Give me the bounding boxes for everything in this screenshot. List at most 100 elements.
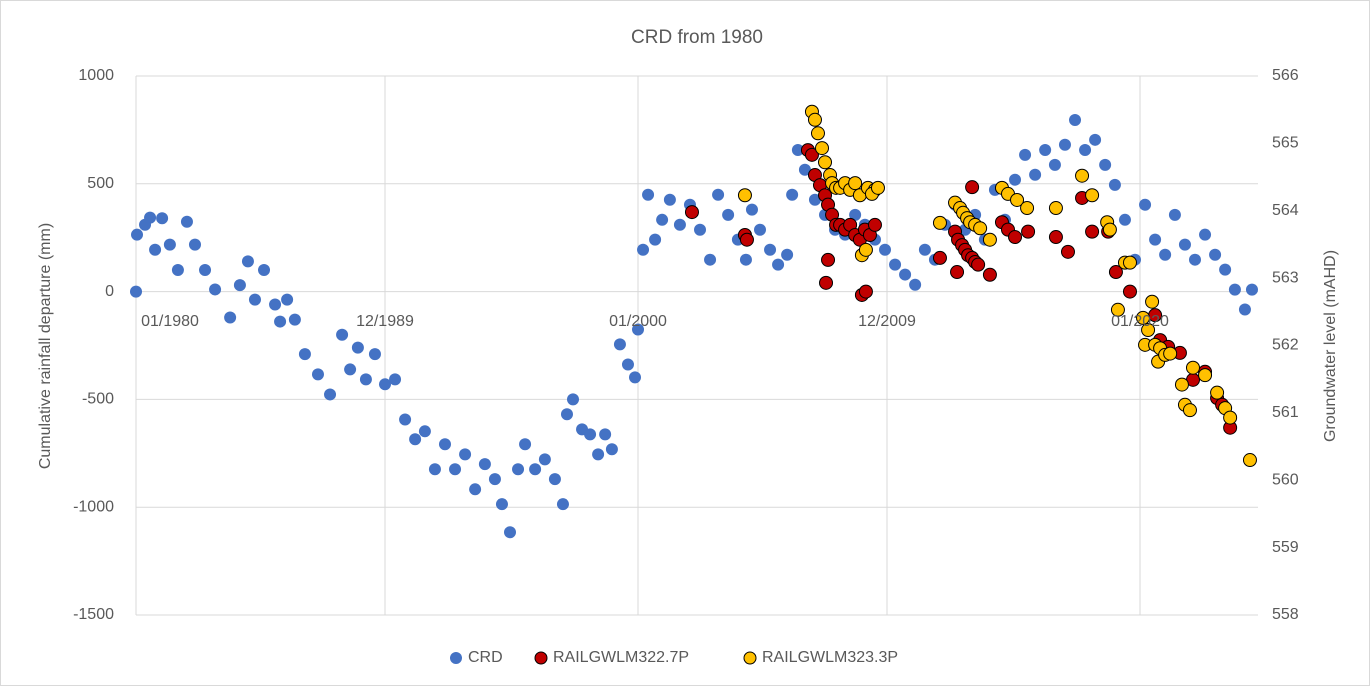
point [1228, 283, 1241, 296]
point [449, 463, 462, 476]
y-tick-label: -500 [82, 391, 114, 408]
y2-tick-label: 565 [1272, 135, 1299, 152]
point [548, 473, 561, 486]
point [368, 348, 381, 361]
point [791, 143, 804, 156]
point [899, 268, 912, 281]
point [469, 483, 482, 496]
point [1209, 248, 1222, 261]
point [1118, 213, 1131, 226]
point [1219, 263, 1232, 276]
point [248, 293, 261, 306]
point [556, 498, 569, 511]
point [819, 275, 834, 290]
point [1174, 377, 1189, 392]
point [656, 213, 669, 226]
point [224, 311, 237, 324]
point [188, 238, 201, 251]
chart-title: CRD from 1980 [631, 27, 763, 48]
point [258, 264, 271, 277]
point [311, 368, 324, 381]
point [982, 232, 997, 247]
point [478, 458, 491, 471]
point [209, 283, 222, 296]
point [684, 205, 699, 220]
point [1182, 403, 1197, 418]
point [1079, 143, 1092, 156]
point [722, 208, 735, 221]
point [1008, 230, 1023, 245]
point [336, 328, 349, 341]
point [1089, 133, 1102, 146]
point [504, 526, 516, 539]
point [739, 232, 754, 247]
point [378, 378, 391, 391]
y2-tick-label: 560 [1272, 471, 1299, 488]
point [512, 463, 525, 476]
point [673, 218, 686, 231]
point [1145, 294, 1160, 309]
point [1075, 168, 1090, 183]
point [786, 188, 799, 201]
point [1021, 224, 1036, 239]
point [1136, 310, 1151, 325]
point [858, 284, 873, 299]
point [144, 211, 157, 224]
point [584, 428, 597, 441]
point [629, 371, 642, 384]
point [1242, 453, 1257, 468]
y2-tick-label: 559 [1272, 539, 1299, 556]
point [807, 112, 822, 127]
legend-marker [534, 651, 548, 665]
point [131, 228, 144, 241]
point [1168, 208, 1181, 221]
point [889, 258, 902, 271]
x-tick-label: 12/2009 [858, 313, 916, 330]
point [281, 293, 294, 306]
point [241, 255, 254, 268]
point [409, 433, 422, 446]
point [1238, 303, 1251, 316]
point [1122, 284, 1137, 299]
y2-axis-label: Groundwater level (mAHD) [1322, 250, 1339, 442]
point [1060, 244, 1075, 259]
point [1199, 228, 1212, 241]
y-tick-label: 500 [87, 175, 114, 192]
point [971, 257, 986, 272]
x-tick-label: 01/2000 [609, 313, 667, 330]
x-tick-label: 01/1980 [141, 313, 199, 330]
y2-tick-label: 561 [1272, 404, 1299, 421]
point [399, 413, 412, 426]
point [849, 208, 862, 221]
point [1029, 168, 1042, 181]
point [269, 298, 282, 311]
point [1122, 255, 1137, 270]
point [1163, 346, 1178, 361]
point [808, 193, 821, 206]
point [965, 180, 980, 195]
point [649, 233, 662, 246]
y-tick-label: -1500 [73, 606, 114, 623]
y2-tick-label: 562 [1272, 337, 1299, 354]
y2-tick-label: 558 [1272, 606, 1299, 623]
point [529, 463, 542, 476]
point [1245, 283, 1258, 296]
y2-tick-label: 563 [1272, 269, 1299, 286]
point [1108, 265, 1123, 280]
y-tick-label: 1000 [78, 67, 114, 84]
point [1069, 113, 1082, 126]
point [605, 443, 618, 456]
point [163, 238, 176, 251]
point [804, 147, 819, 162]
point [950, 265, 965, 280]
point [418, 425, 431, 438]
point [642, 188, 655, 201]
point [1139, 198, 1152, 211]
legend-label: RAILGWLM323.3P [762, 649, 898, 666]
point [798, 163, 811, 176]
point [1110, 302, 1125, 317]
point [858, 242, 873, 257]
point [1058, 138, 1071, 151]
point [632, 323, 645, 336]
point [592, 448, 605, 461]
